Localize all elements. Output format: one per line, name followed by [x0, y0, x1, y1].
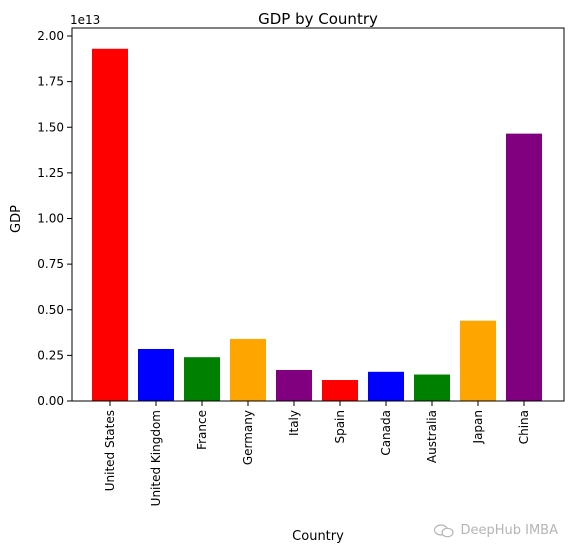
y-tick-label: 0.00: [37, 394, 64, 408]
y-tick-label: 1.50: [37, 120, 64, 134]
bar-united-kingdom: [138, 348, 174, 401]
bar-canada: [368, 371, 404, 401]
x-axis-label: Country: [292, 529, 344, 544]
y-ticks: 0.00 0.25 0.50 0.75 1.00 1.25 1.50 1.75 2.00: [37, 29, 72, 408]
bar-china: [506, 133, 542, 401]
wechat-icon: [434, 523, 455, 537]
y-exponent-label: 1e13: [70, 13, 100, 27]
bar-spain: [322, 380, 358, 401]
y-tick-label: 0.25: [37, 348, 64, 362]
x-tick-label: United Kingdom: [149, 410, 163, 506]
bar-france: [184, 357, 220, 401]
bar-australia: [414, 374, 450, 401]
y-tick-label: 1.75: [37, 75, 64, 89]
x-tick-label: China: [517, 410, 531, 444]
watermark: DeepHub IMBA: [434, 523, 558, 538]
bar-united-states: [92, 48, 128, 402]
x-tick-label: Canada: [379, 410, 393, 456]
bar-italy: [276, 369, 312, 401]
x-tick-label: Japan: [471, 410, 485, 444]
plot-frame: [71, 27, 565, 402]
x-tick-label: Germany: [241, 410, 255, 465]
y-axis-label: GDP: [9, 205, 24, 233]
y-tick-label: 1.00: [37, 212, 64, 226]
y-tick-label: 1.25: [37, 166, 64, 180]
y-tick-label: 2.00: [37, 29, 64, 43]
bar-group: [92, 48, 542, 402]
chart-title: GDP by Country: [258, 10, 378, 28]
bar-japan: [460, 320, 496, 401]
x-tick-label: Spain: [333, 410, 347, 444]
x-tick-label: France: [195, 410, 209, 450]
watermark-text: DeepHub IMBA: [460, 523, 558, 538]
y-tick-label: 0.75: [37, 257, 64, 271]
x-tick-label: United States: [103, 410, 117, 491]
x-tick-label: Italy: [287, 410, 301, 436]
x-ticks: United States United Kingdom France Germany…: [103, 401, 531, 506]
x-tick-label: Australia: [425, 410, 439, 463]
bar-germany: [230, 338, 266, 401]
y-tick-label: 0.50: [37, 303, 64, 317]
